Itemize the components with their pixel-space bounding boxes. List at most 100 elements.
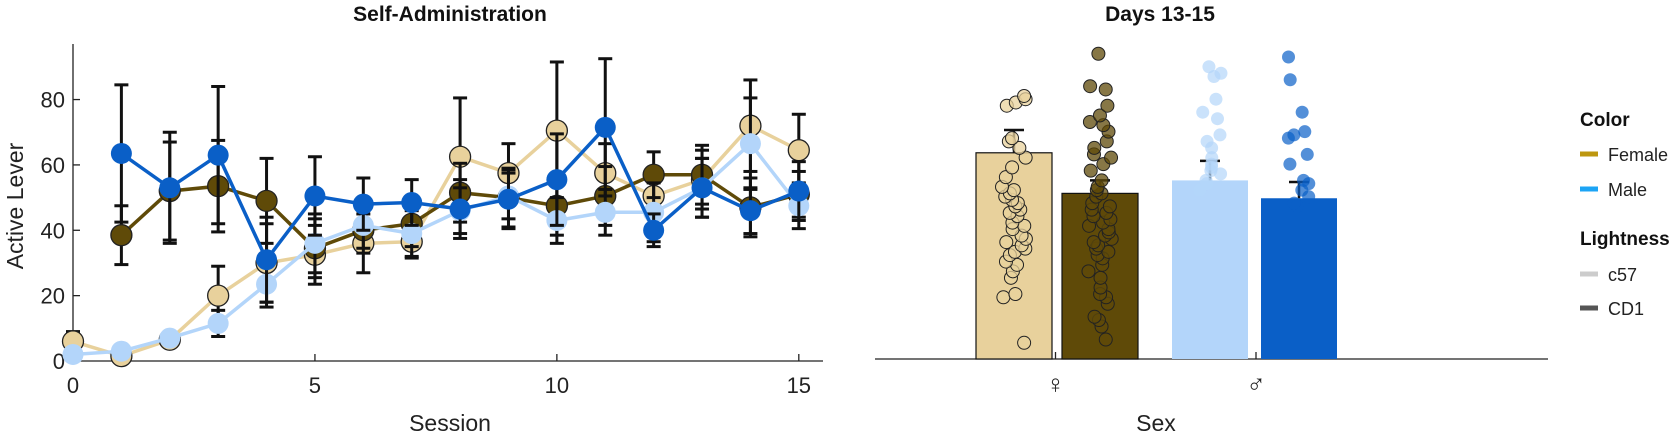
individual-point <box>1086 235 1101 250</box>
data-point <box>643 219 665 241</box>
bar-chart-title: Days 13-15 <box>1105 3 1215 26</box>
bar <box>1172 180 1248 359</box>
individual-point <box>1295 105 1309 119</box>
individual-point <box>1083 163 1098 178</box>
data-point <box>691 177 713 199</box>
individual-point <box>1092 108 1107 123</box>
data-point <box>207 312 229 334</box>
individual-point <box>1200 134 1214 148</box>
legend-label-c57: c57 <box>1608 265 1637 285</box>
bar-female-c57 <box>975 88 1053 360</box>
line-chart-y-axis-label: Active Lever <box>2 142 28 269</box>
individual-point <box>1094 173 1109 188</box>
individual-point <box>1082 114 1097 129</box>
legend-label-cd1: CD1 <box>1608 299 1644 319</box>
legend: Color Female Male Lightness c57 CD1 <box>1580 110 1670 319</box>
y-tick-label: 60 <box>41 153 65 178</box>
individual-point <box>1214 66 1228 80</box>
data-point <box>739 200 761 222</box>
individual-point <box>1287 128 1301 142</box>
individual-point <box>996 290 1011 305</box>
individual-point <box>1297 173 1311 187</box>
individual-point <box>1087 309 1102 324</box>
x-tick-label: ♀ <box>1046 369 1066 399</box>
data-point <box>207 144 229 166</box>
individual-point <box>1102 199 1117 214</box>
series-line <box>72 123 800 358</box>
x-tick-label: 0 <box>67 373 79 398</box>
individual-point <box>1287 196 1301 210</box>
data-point <box>401 223 423 245</box>
individual-point <box>1083 79 1098 94</box>
bar-male-c57 <box>1172 60 1248 359</box>
individual-point <box>1008 287 1023 302</box>
individual-point <box>1104 150 1119 165</box>
line-chart-title: Self-Administration <box>353 3 547 26</box>
individual-point <box>1283 157 1297 171</box>
data-point <box>110 224 133 247</box>
data-point <box>497 188 519 210</box>
bar-female-cd1 <box>1061 46 1139 360</box>
data-point <box>788 180 810 202</box>
bar-chart-x-axis-label: Sex <box>1136 410 1176 435</box>
bar-male-cd1 <box>1261 50 1337 359</box>
series-line <box>72 141 801 357</box>
line-chart-axes: 0 5 10 15 0 20 40 60 80 <box>41 44 823 398</box>
individual-point <box>1100 98 1115 113</box>
legend-label-male: Male <box>1608 180 1647 200</box>
individual-point <box>1205 151 1219 165</box>
individual-point <box>1093 270 1108 285</box>
line-chart-self-administration: Self-Administration 0 5 10 15 0 20 40 60 80 Sess… <box>2 3 823 435</box>
legend-lightness-items: c57 CD1 <box>1580 265 1644 319</box>
series-male-cd1 <box>110 57 810 304</box>
individual-point <box>1098 332 1113 347</box>
y-tick-label: 40 <box>41 218 65 243</box>
bar-chart-days-13-15: Days 13-15 ♀ ♂ Sex <box>875 3 1548 435</box>
individual-point <box>1005 131 1020 146</box>
data-point <box>401 192 423 213</box>
line-chart-x-axis-label: Session <box>409 410 491 435</box>
individual-point <box>1018 150 1033 165</box>
x-tick-label: 5 <box>309 373 321 398</box>
data-point <box>352 193 374 215</box>
y-tick-label: 20 <box>41 284 65 309</box>
bar-chart-axes: ♀ ♂ <box>875 352 1548 399</box>
legend-label-female: Female <box>1608 145 1668 165</box>
individual-point <box>1087 140 1102 155</box>
individual-point <box>1017 335 1032 350</box>
bar <box>1261 198 1337 359</box>
data-point <box>594 201 616 223</box>
individual-point <box>1017 88 1032 103</box>
data-point <box>255 189 278 213</box>
y-tick-label: 80 <box>41 88 65 113</box>
data-point <box>594 116 616 138</box>
individual-point <box>999 235 1014 250</box>
x-tick-label: ♂ <box>1246 369 1266 399</box>
series-female-c57 <box>61 60 810 368</box>
data-point <box>449 198 471 220</box>
individual-point <box>1298 125 1312 139</box>
individual-point <box>1098 82 1113 97</box>
individual-point <box>1202 60 1216 74</box>
data-point <box>110 142 132 164</box>
individual-point <box>1091 46 1106 61</box>
legend-lightness-title: Lightness <box>1580 229 1670 250</box>
data-point <box>159 177 181 199</box>
x-tick-label: 15 <box>787 373 811 398</box>
individual-point <box>1012 140 1027 155</box>
line-chart-series <box>61 57 810 368</box>
individual-point <box>1199 173 1213 187</box>
series-male-c57 <box>62 96 810 365</box>
y-tick-label: 0 <box>53 349 65 374</box>
bar-chart-bars <box>975 46 1337 360</box>
individual-point <box>1210 112 1224 126</box>
x-tick-label: 10 <box>545 373 569 398</box>
data-point <box>739 133 761 155</box>
legend-color-title: Color <box>1580 110 1630 131</box>
data-point <box>787 139 810 162</box>
data-point <box>207 284 230 307</box>
individual-point <box>1196 105 1210 119</box>
legend-color-items: Female Male <box>1580 145 1668 200</box>
data-point <box>546 169 568 191</box>
